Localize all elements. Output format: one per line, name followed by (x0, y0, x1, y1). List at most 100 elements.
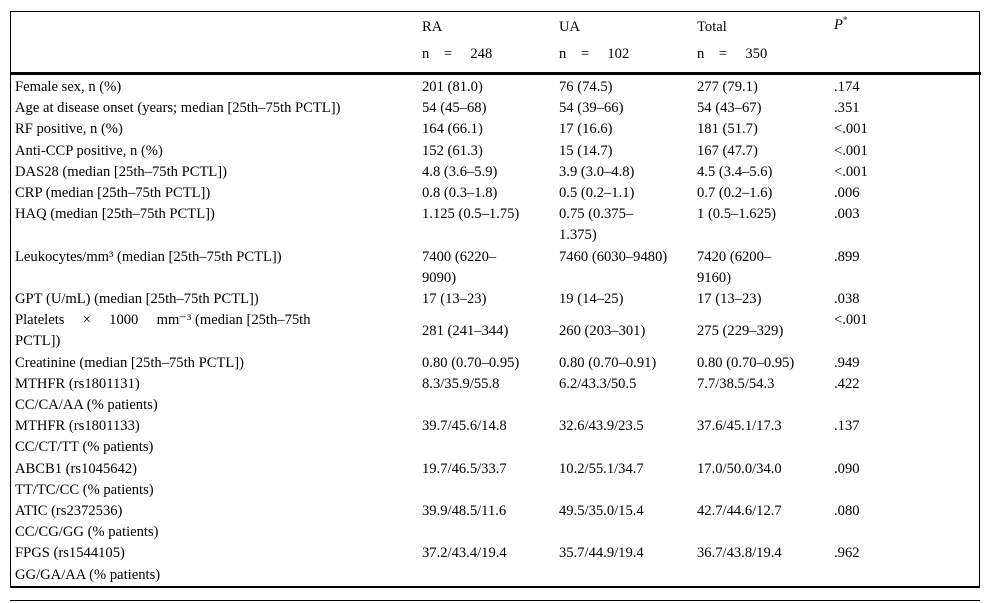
ra-value-cell: 1.125 (0.5–1.75) (422, 206, 520, 223)
p-value-cell: .949 (834, 354, 860, 371)
ua-value-cell: 0.80 (0.70–0.91) (559, 354, 657, 371)
row-label-cell: Leukocytes/mm³ (median [25th–75th PCTL]) (15, 248, 282, 265)
ra-value-cell: 0.8 (0.3–1.8) (422, 185, 498, 202)
total-value-cell: 37.6/45.1/17.3 (697, 418, 782, 435)
table-row: Leukocytes/mm³ (median [25th–75th PCTL])… (11, 247, 981, 289)
table-row: MTHFR (rs1801133) CC/CT/TT (% patients) … (11, 416, 981, 458)
ra-value-cell: 39.7/45.6/14.8 (422, 418, 507, 435)
total-value-cell: 54 (43–67) (697, 100, 762, 117)
row-label-cell: MTHFR (rs1801131) CC/CA/AA (% patients) (15, 375, 158, 414)
total-value-cell: 36.7/43.8/19.4 (697, 545, 782, 562)
p-value-cell: <.001 (834, 121, 868, 138)
row-label-cell: Age at disease onset (years; median [25t… (15, 100, 341, 117)
row-label-cell: FPGS (rs1544105) GG/GA/AA (% patients) (15, 545, 161, 583)
p-value-cell: .351 (834, 100, 860, 117)
table-row: Female sex, n (%) 201 (81.0) 76 (74.5) 2… (11, 74, 981, 99)
table-row: Anti-CCP positive, n (%) 152 (61.3) 15 (… (11, 141, 981, 162)
ua-value-cell: 76 (74.5) (559, 79, 613, 95)
group-label-ra: RA (422, 19, 443, 35)
ra-value-cell: 281 (241–344) (422, 322, 509, 339)
ua-value-cell: 49.5/35.0/15.4 (559, 503, 644, 520)
group-n-ra: n = 248 (422, 46, 493, 62)
table-row: GPT (U/mL) (median [25th–75th PCTL]) 17 … (11, 289, 981, 310)
total-value-cell: 277 (79.1) (697, 79, 758, 95)
column-header-ua: UA n = 102 (558, 12, 696, 75)
total-value-cell: 4.5 (3.4–5.6) (697, 163, 773, 180)
total-value-cell: 0.7 (0.2–1.6) (697, 185, 773, 202)
header-empty-cell (11, 12, 421, 75)
p-value-cell: <.001 (834, 163, 868, 180)
total-value-cell: 17 (13–23) (697, 291, 762, 308)
total-value-cell: 167 (47.7) (697, 142, 758, 159)
table-row: CRP (median [25th–75th PCTL]) 0.8 (0.3–1… (11, 183, 981, 204)
p-value-cell: .899 (834, 248, 860, 265)
p-value-cell: .038 (834, 291, 860, 308)
p-value-cell: .422 (834, 375, 860, 392)
ua-value-cell: 17 (16.6) (559, 121, 613, 138)
ra-value-cell: 54 (45–68) (422, 100, 487, 117)
column-header-ra: RA n = 248 (421, 12, 558, 75)
total-value-cell: 0.80 (0.70–0.95) (697, 354, 795, 371)
ua-value-cell: 0.5 (0.2–1.1) (559, 185, 635, 202)
p-value-cell: .003 (834, 206, 860, 223)
ua-value-cell: 6.2/43.3/50.5 (559, 375, 637, 392)
row-label-cell: Anti-CCP positive, n (%) (15, 142, 163, 159)
p-header-asterisk: * (842, 15, 848, 26)
row-label-cell: MTHFR (rs1801133) CC/CT/TT (% patients) (15, 418, 154, 456)
p-value-cell: .962 (834, 545, 860, 562)
row-label-cell: Female sex, n (%) (15, 79, 122, 95)
row-label-cell: GPT (U/mL) (median [25th–75th PCTL]) (15, 291, 259, 308)
ra-value-cell: 0.80 (0.70–0.95) (422, 354, 520, 371)
table-row: MTHFR (rs1801131) CC/CA/AA (% patients) … (11, 374, 981, 416)
header-row: RA n = 248 UA n = 102 Total n = 350 P* (11, 12, 981, 75)
table-row: Platelets × 1000 mm⁻³ (median [25th–75th… (11, 310, 981, 352)
row-label-cell: DAS28 (median [25th–75th PCTL]) (15, 163, 227, 180)
ra-value-cell: 164 (66.1) (422, 121, 483, 138)
ua-value-cell: 54 (39–66) (559, 100, 624, 117)
total-value-cell: 7.7/38.5/54.3 (697, 375, 775, 392)
total-value-cell: 17.0/50.0/34.0 (697, 460, 782, 477)
total-value-cell: 42.7/44.6/12.7 (697, 503, 782, 520)
table-row: Creatinine (median [25th–75th PCTL]) 0.8… (11, 353, 981, 374)
ra-value-cell: 19.7/46.5/33.7 (422, 460, 507, 477)
group-n-ua: n = 102 (559, 46, 630, 62)
row-label-cell: Platelets × 1000 mm⁻³ (median [25th–75th… (15, 312, 311, 350)
p-value-cell: .174 (834, 79, 860, 95)
group-n-total: n = 350 (697, 46, 768, 62)
table-row: RF positive, n (%) 164 (66.1) 17 (16.6) … (11, 119, 981, 140)
ua-value-cell: 0.75 (0.375– 1.375) (559, 206, 634, 244)
p-header-label: P (834, 17, 843, 33)
row-label-cell: CRP (median [25th–75th PCTL]) (15, 185, 211, 202)
p-value-cell: .006 (834, 185, 860, 202)
row-label-cell: Creatinine (median [25th–75th PCTL]) (15, 354, 244, 371)
ua-value-cell: 35.7/44.9/19.4 (559, 545, 644, 562)
column-header-total: Total n = 350 (696, 12, 833, 75)
p-value-cell: .090 (834, 460, 860, 477)
ra-value-cell: 4.8 (3.6–5.9) (422, 163, 498, 180)
total-value-cell: 7420 (6200– 9160) (697, 248, 772, 286)
ra-value-cell: 7400 (6220– 9090) (422, 248, 497, 286)
table-row: ATIC (rs2372536) CC/CG/GG (% patients) 3… (11, 501, 981, 543)
table-row: HAQ (median [25th–75th PCTL]) 1.125 (0.5… (11, 204, 981, 246)
patient-characteristics-table: RA n = 248 UA n = 102 Total n = 350 P* F… (11, 12, 981, 586)
row-label-cell: ABCB1 (rs1045642) TT/TC/CC (% patients) (15, 460, 154, 498)
row-label-cell: ATIC (rs2372536) CC/CG/GG (% patients) (15, 503, 159, 541)
ra-value-cell: 8.3/35.9/55.8 (422, 375, 500, 392)
group-label-total: Total (697, 19, 727, 35)
table-row: Age at disease onset (years; median [25t… (11, 98, 981, 119)
ua-value-cell: 32.6/43.9/23.5 (559, 418, 644, 435)
p-value-cell: .137 (834, 418, 860, 435)
row-label-cell: RF positive, n (%) (15, 121, 123, 138)
ra-value-cell: 37.2/43.4/19.4 (422, 545, 507, 562)
ra-value-cell: 17 (13–23) (422, 291, 487, 308)
column-header-p: P* (833, 12, 981, 75)
ra-value-cell: 152 (61.3) (422, 142, 483, 159)
row-label-cell: HAQ (median [25th–75th PCTL]) (15, 206, 215, 223)
table-row: DAS28 (median [25th–75th PCTL]) 4.8 (3.6… (11, 162, 981, 183)
ra-value-cell: 39.9/48.5/11.6 (422, 503, 507, 520)
total-value-cell: 181 (51.7) (697, 121, 758, 138)
ua-value-cell: 3.9 (3.0–4.8) (559, 163, 635, 180)
p-value-cell: <.001 (834, 142, 868, 159)
ua-value-cell: 260 (203–301) (559, 322, 646, 339)
ra-value-cell: 201 (81.0) (422, 79, 483, 95)
